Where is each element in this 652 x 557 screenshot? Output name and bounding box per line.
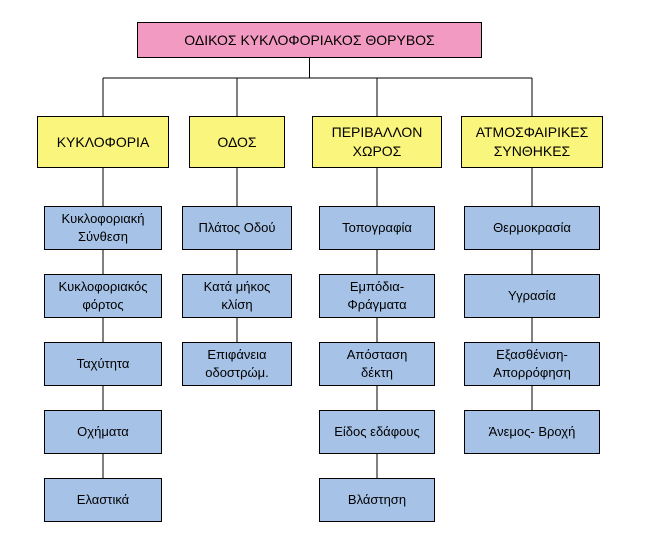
leaf-c4-1: Υγρασία bbox=[464, 274, 600, 318]
leaf-c2-2: Επιφάνεια οδοστρώμ. bbox=[182, 342, 292, 386]
leaf-c4-2: Εξασθένιση- Απορρόφηση bbox=[464, 342, 600, 386]
diagram-canvas: ΟΔΙΚΟΣ ΚΥΚΛΟΦΟΡΙΑΚΟΣ ΘΟΡΥΒΟΣ ΚΥΚΛΟΦΟΡΙΑ Κυ… bbox=[0, 0, 652, 557]
leaf-c3-2: Απόσταση δέκτη bbox=[319, 342, 435, 386]
category-c1: ΚΥΚΛΟΦΟΡΙΑ bbox=[37, 116, 169, 168]
leaf-c4-0: Θερμοκρασία bbox=[464, 206, 600, 250]
leaf-c1-2: Ταχύτητα bbox=[44, 342, 162, 386]
category-c3: ΠΕΡΙΒΑΛΛΟΝ ΧΩΡΟΣ bbox=[312, 116, 442, 168]
leaf-c3-4: Βλάστηση bbox=[319, 478, 435, 522]
leaf-c2-1: Κατά μήκος κλίση bbox=[182, 274, 292, 318]
leaf-c3-3: Είδος εδάφους bbox=[319, 410, 435, 454]
category-c2: ΟΔΟΣ bbox=[189, 116, 285, 168]
leaf-c1-0: Κυκλοφοριακή Σύνθεση bbox=[44, 206, 162, 250]
leaf-c3-1: Εμπόδια- Φράγματα bbox=[319, 274, 435, 318]
category-c4: ΑΤΜΟΣΦΑΙΡΙΚΕΣ ΣΥΝΘΗΚΕΣ bbox=[461, 116, 603, 168]
leaf-c2-0: Πλάτος Οδού bbox=[182, 206, 292, 250]
leaf-c4-3: Άνεμος- Βροχή bbox=[464, 410, 600, 454]
root-node: ΟΔΙΚΟΣ ΚΥΚΛΟΦΟΡΙΑΚΟΣ ΘΟΡΥΒΟΣ bbox=[137, 22, 482, 58]
leaf-c3-0: Τοπογραφία bbox=[319, 206, 435, 250]
leaf-c1-3: Οχήματα bbox=[44, 410, 162, 454]
leaf-c1-1: Κυκλοφοριακός φόρτος bbox=[44, 274, 162, 318]
leaf-c1-4: Ελαστικά bbox=[44, 478, 162, 522]
